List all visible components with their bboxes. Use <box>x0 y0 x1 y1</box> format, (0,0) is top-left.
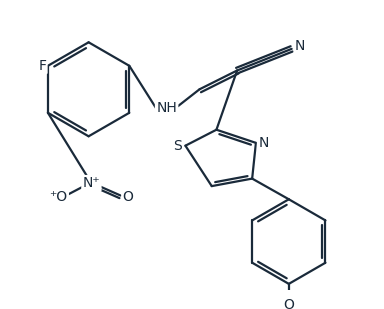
Text: S: S <box>174 139 182 153</box>
Text: O: O <box>122 190 134 204</box>
Text: N: N <box>295 39 305 53</box>
Text: NH: NH <box>156 101 177 115</box>
Text: N⁺: N⁺ <box>83 176 100 190</box>
Text: ⁺O: ⁺O <box>50 190 68 204</box>
Text: F: F <box>38 59 46 73</box>
Text: N: N <box>258 136 269 150</box>
Text: O: O <box>283 298 294 309</box>
